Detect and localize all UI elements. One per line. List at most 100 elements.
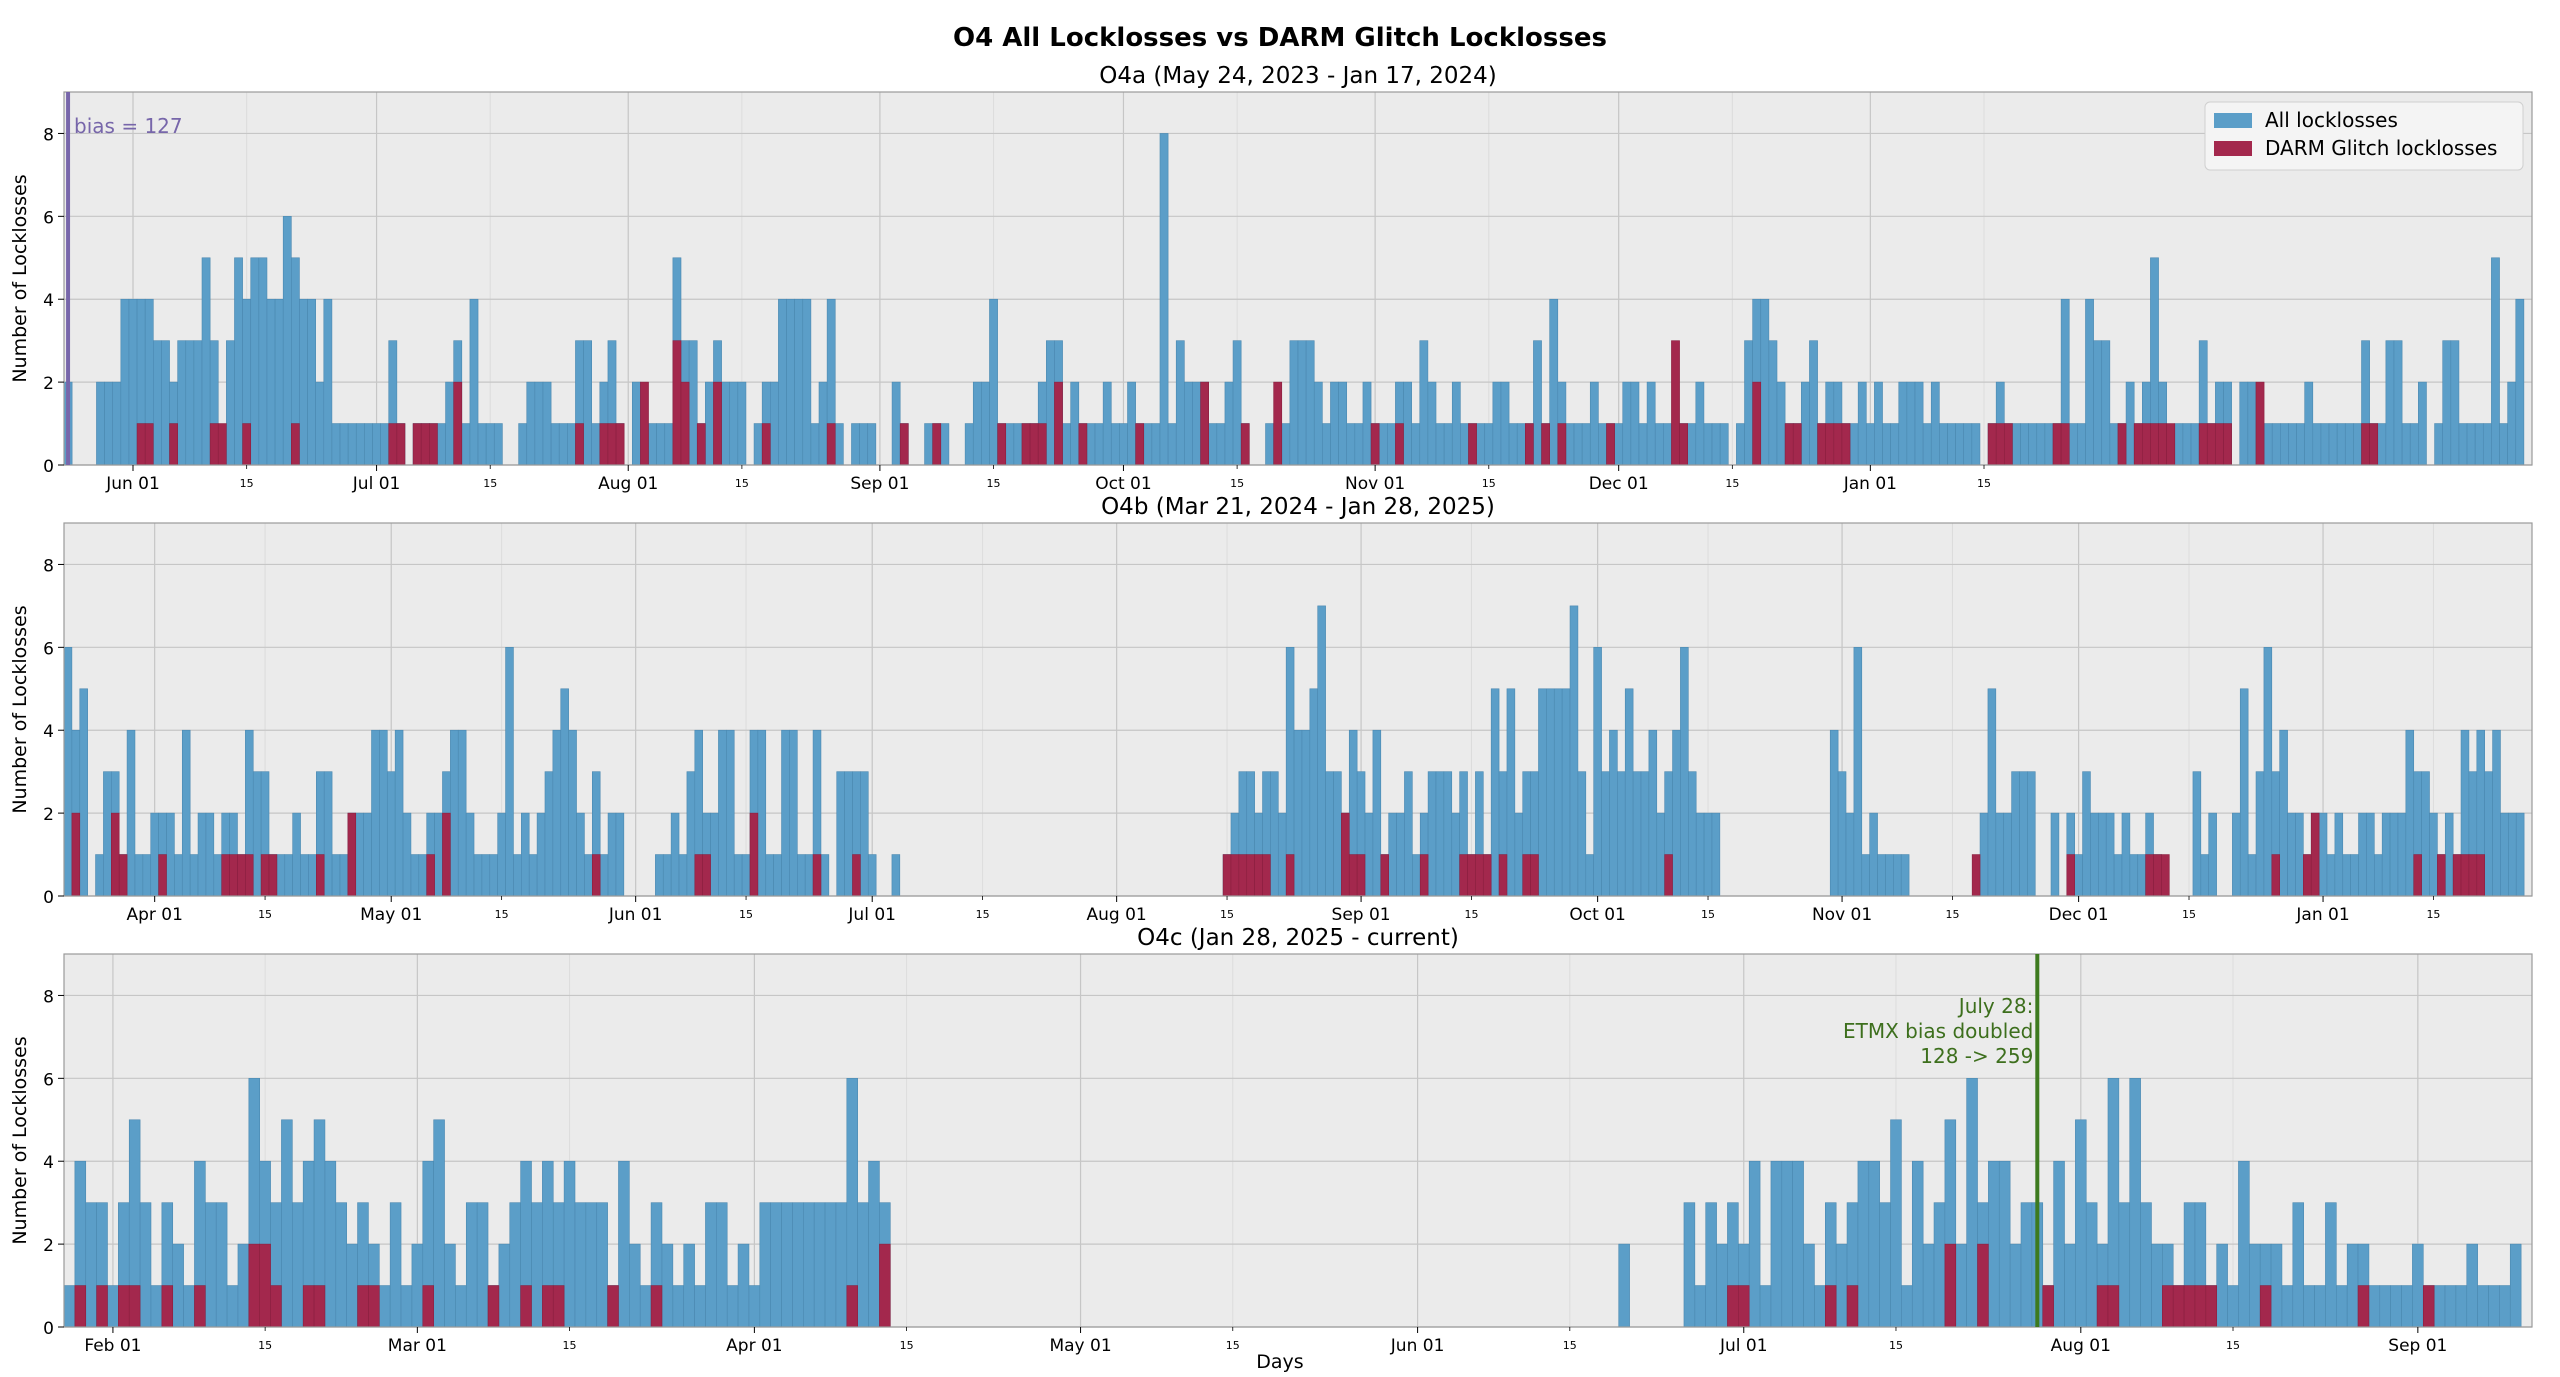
bar-all <box>599 854 609 897</box>
bar-all <box>639 1285 652 1328</box>
bar-all <box>781 729 790 897</box>
bar-all <box>2381 812 2391 897</box>
bar-all <box>2247 381 2257 466</box>
bar-darm <box>260 854 270 897</box>
bar-all <box>836 771 845 897</box>
bar-darm <box>2042 1285 2054 1328</box>
bar-all <box>792 1202 804 1328</box>
bar-all <box>2263 423 2273 466</box>
bar-all <box>2442 340 2452 466</box>
bar-darm <box>826 423 836 466</box>
bar-all <box>372 423 381 466</box>
bar-all <box>2118 1202 2131 1328</box>
bar-all <box>1451 381 1461 466</box>
x-tick-label: Jan 01 <box>1843 474 1897 494</box>
bar-all <box>2011 771 2020 897</box>
bar-darm <box>242 423 252 466</box>
bar-all <box>1094 423 1104 466</box>
bar-all <box>237 1243 250 1328</box>
bar-all <box>2304 381 2314 466</box>
x-tick-label: Dec 01 <box>1589 474 1649 494</box>
bar-all <box>1492 381 1502 466</box>
bar-darm <box>591 854 601 897</box>
bar-darm <box>1037 423 1047 466</box>
bar-all <box>226 1285 239 1328</box>
bar-all <box>226 340 235 466</box>
bar-darm <box>2476 854 2485 897</box>
x-tick-label: Nov 01 <box>1345 474 1405 494</box>
bar-all <box>1013 423 1023 466</box>
bar-darm <box>2460 854 2470 897</box>
bar-all <box>1768 340 1778 466</box>
bar-all <box>2401 1285 2413 1328</box>
bar-all <box>1877 854 1886 897</box>
bar-all <box>481 854 491 897</box>
bar-all <box>394 729 404 897</box>
bar-all <box>1265 423 1274 466</box>
bar-all <box>1914 381 1924 466</box>
bar-all <box>1086 423 1096 466</box>
bar-all <box>185 340 195 466</box>
panel-1: 0 2 4 6 8 Apr 01 May 01 Jun 01 Jul 01 Aug 01 Sep 0… <box>9 494 2533 925</box>
bar-all <box>434 812 443 897</box>
bar-all <box>1654 423 1664 466</box>
bar-all <box>2488 1285 2500 1328</box>
bar-all <box>2418 381 2427 466</box>
bar-all <box>591 423 601 466</box>
bar-all <box>1403 381 1412 466</box>
bar-all <box>150 812 159 897</box>
bar-all <box>2458 423 2468 466</box>
bar-darm <box>672 340 682 466</box>
bar-all <box>778 298 787 466</box>
bar-all <box>786 298 795 466</box>
x-minor-tick-label: 15 <box>1226 1339 1240 1352</box>
bar-all <box>1046 340 1055 466</box>
bar-darm <box>1498 854 1508 897</box>
bar-all <box>748 1285 761 1328</box>
x-tick-label: Oct 01 <box>1095 474 1151 494</box>
bar-all <box>2208 812 2217 897</box>
bar-all <box>2409 423 2419 466</box>
bar-all <box>274 298 284 466</box>
bar-all <box>1906 381 1916 466</box>
bar-darm <box>316 854 325 897</box>
bar-all <box>2050 812 2060 897</box>
bar-all <box>1110 423 1120 466</box>
x-minor-tick-label: 15 <box>563 1339 577 1352</box>
bar-all <box>1814 1285 1826 1328</box>
bar-all <box>2151 1243 2163 1328</box>
bar-all <box>536 812 546 897</box>
bar-all <box>2303 1285 2315 1328</box>
bar-all <box>733 854 743 897</box>
bar-all <box>378 1285 391 1328</box>
bar-all <box>2239 688 2249 897</box>
bar-darm <box>1254 854 1263 897</box>
y-axis-label: Number of Locklosses <box>9 605 31 813</box>
bar-all <box>1995 812 2005 897</box>
bar-all <box>1538 688 1547 897</box>
bar-all <box>79 688 88 897</box>
bar-all <box>596 1202 608 1328</box>
bar-all <box>1955 1243 1967 1328</box>
bar-all <box>300 854 309 897</box>
bar-all <box>1598 423 1607 466</box>
bar-all <box>2182 423 2192 466</box>
bar-all <box>757 729 767 897</box>
bar-all <box>347 423 357 466</box>
bar-all <box>2515 298 2525 466</box>
bar-all <box>476 1202 489 1328</box>
bar-darm <box>2310 812 2320 897</box>
bar-all <box>489 854 498 897</box>
bar-darm <box>2052 423 2062 466</box>
bar-all <box>1508 423 1518 466</box>
bar-darm <box>1348 854 1358 897</box>
bar-all <box>2129 854 2139 897</box>
bar-darm <box>487 1285 500 1328</box>
bar-darm <box>2194 1285 2207 1328</box>
bar-darm <box>1752 381 1762 466</box>
bar-all <box>1849 423 1859 466</box>
bar-darm <box>1285 854 1295 897</box>
bar-darm <box>2060 423 2070 466</box>
bar-all <box>2238 1160 2250 1328</box>
bar-darm <box>1370 423 1380 466</box>
